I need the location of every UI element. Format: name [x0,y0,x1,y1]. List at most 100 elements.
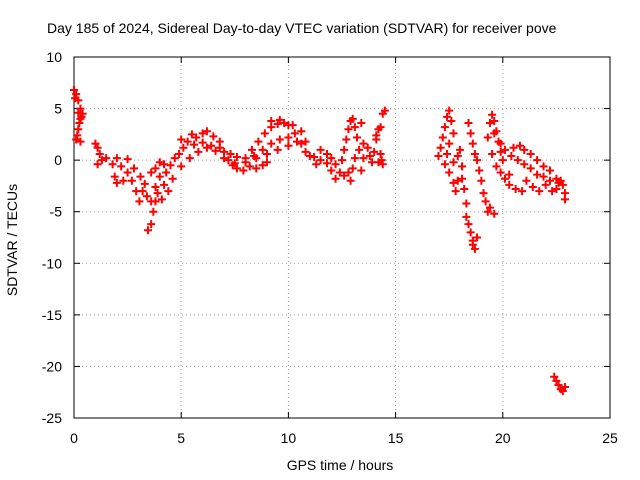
data-point-0-129 [344,125,353,134]
data-point-0-219 [533,170,542,179]
data-point-0-81 [190,140,199,149]
data-point-0-192 [475,166,484,175]
data-point-0-124 [331,160,340,169]
data-point-0-145 [365,152,374,161]
data-point-0-217 [520,160,529,169]
data-point-0-165 [449,129,458,138]
x-tick-label-5: 25 [602,430,618,446]
data-point-0-42 [151,182,160,191]
data-point-0-215 [507,152,516,161]
data-point-0-96 [297,139,306,148]
data-point-0-143 [359,139,368,148]
data-point-0-248 [558,387,567,396]
data-point-0-174 [455,145,464,154]
data-point-0-37 [147,220,156,229]
data-point-0-186 [473,233,482,242]
data-point-0-32 [123,155,132,164]
data-point-0-123 [327,154,336,163]
data-point-0-44 [160,180,169,189]
data-point-0-11 [74,108,83,117]
data-point-0-112 [267,116,276,125]
x-tick-label-4: 20 [495,430,511,446]
data-point-0-49 [179,143,188,152]
data-point-0-195 [481,197,490,206]
data-point-0-208 [492,162,501,171]
tick-labels: 0 5 10 15 20 25 10 5 0 -5 -10 -15 -20 -25 [42,49,618,446]
data-point-0-212 [490,129,499,138]
data-point-0-185 [468,240,477,249]
y-tick-label-3: -5 [50,204,63,220]
data-point-0-43 [155,172,164,181]
data-point-0-158 [434,152,443,161]
data-point-0-36 [143,226,152,235]
data-point-0-191 [473,156,482,165]
data-point-0-236 [533,156,542,165]
data-point-0-232 [509,143,518,152]
data-point-0-89 [254,137,263,146]
data-point-0-62 [245,162,254,171]
data-point-0-220 [539,172,548,181]
data-point-0-67 [164,187,173,196]
data-point-0-177 [458,174,467,183]
data-point-0-213 [496,139,505,148]
data-point-0-161 [440,123,449,132]
data-point-0-241 [560,195,569,204]
y-tick-label-5: -15 [42,307,62,323]
data-point-0-105 [241,158,250,167]
y-tick-label-6: -20 [42,358,62,374]
data-point-0-180 [462,212,471,221]
data-point-0-23 [123,168,132,177]
data-point-0-118 [262,149,271,158]
data-point-0-167 [443,149,452,158]
x-tick-label-3: 15 [388,430,404,446]
data-point-0-127 [340,145,349,154]
data-point-0-109 [275,135,284,144]
data-point-0-110 [284,133,293,142]
x-tick-label-0: 0 [70,430,78,446]
data-point-0-31 [110,172,119,181]
data-point-0-225 [522,176,531,185]
data-point-0-71 [194,147,203,156]
y-tick-label-4: -10 [42,255,62,271]
data-point-0-60 [232,164,241,173]
data-point-0-206 [498,156,507,165]
data-point-0-128 [342,135,351,144]
data-point-0-64 [258,161,267,170]
data-point-0-142 [359,154,368,163]
data-point-0-97 [301,147,310,156]
data-point-0-113 [275,115,284,124]
plot-frame [73,56,611,419]
data-point-0-40 [153,189,162,198]
data-point-0-78 [155,158,164,167]
data-point-0-153 [378,160,387,169]
data-point-0-103 [331,174,340,183]
data-point-0-121 [316,145,325,154]
data-point-0-83 [207,141,216,150]
data-point-0-73 [211,146,220,155]
data-point-0-47 [170,154,179,163]
data-point-0-222 [505,180,514,189]
data-point-0-51 [187,130,196,139]
data-point-0-77 [151,164,160,173]
data-point-0-61 [239,166,248,175]
data-point-0-159 [436,143,445,152]
data-point-0-152 [376,149,385,158]
data-point-0-30 [112,178,121,187]
data-point-0-198 [490,209,499,218]
data-point-0-201 [488,110,497,119]
data-point-0-214 [500,145,509,154]
data-point-0-29 [119,176,128,185]
data-point-0-160 [438,133,447,142]
data-point-0-50 [183,137,192,146]
tick-marks [73,56,611,419]
data-point-0-144 [363,143,372,152]
data-point-0-66 [157,195,166,204]
data-point-0-135 [350,154,359,163]
data-point-0-243 [556,176,565,185]
data-point-0-35 [140,179,149,188]
data-point-0-17 [97,156,106,165]
data-point-0-22 [117,162,126,171]
data-point-0-205 [496,147,505,156]
y-tick-label-0: 10 [46,49,62,65]
